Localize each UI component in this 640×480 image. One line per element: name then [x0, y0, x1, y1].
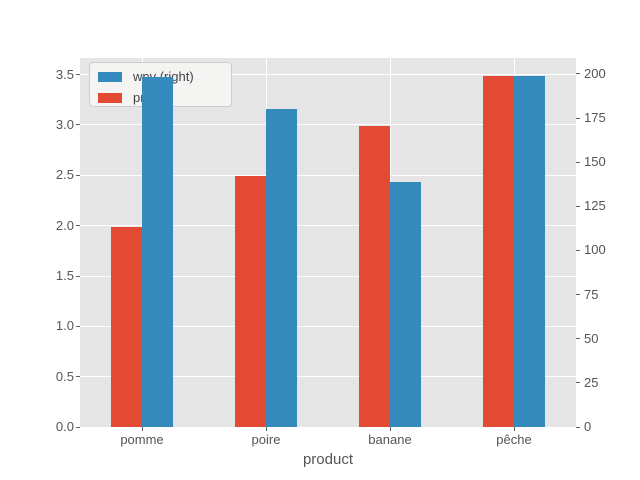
bars-layer	[80, 58, 576, 427]
left-tick-mark	[76, 376, 80, 378]
right-tick-mark	[576, 426, 580, 428]
right-tick-mark	[576, 338, 580, 340]
bar-wnv (right)-pomme	[142, 77, 173, 427]
right-tick-mark	[576, 161, 580, 163]
left-tick-label: 3.0	[55, 116, 74, 132]
left-tick-label: 0.5	[55, 368, 74, 384]
bar-prix-pomme	[111, 226, 142, 427]
left-tick-label: 0.0	[55, 419, 74, 434]
bar-prix-pêche	[483, 75, 514, 427]
x-tick-label: poire	[251, 432, 281, 447]
right-tick-mark	[576, 205, 580, 207]
left-tick-mark	[76, 74, 80, 76]
right-tick-label: 200	[584, 65, 606, 81]
right-tick-label: 150	[584, 154, 606, 170]
legend-swatch-red	[98, 92, 122, 103]
bottom-tick-mark	[141, 427, 143, 431]
x-tick-label: banane	[368, 432, 412, 447]
x-tick-label: pêche	[496, 432, 532, 447]
left-tick-mark	[76, 174, 80, 176]
right-tick-mark	[576, 294, 580, 296]
right-tick-label: 0	[584, 419, 592, 434]
bar-prix-poire	[235, 176, 266, 427]
gridline-horizontal	[80, 225, 576, 227]
right-tick-mark	[576, 117, 580, 119]
left-tick-mark	[76, 124, 80, 126]
left-tick-mark	[76, 275, 80, 277]
bottom-tick-mark	[389, 427, 391, 431]
gridline-horizontal	[80, 124, 576, 126]
gridline-horizontal	[80, 426, 576, 428]
right-tick-mark	[576, 382, 580, 384]
gridline-horizontal	[80, 275, 576, 277]
legend-swatch-blue	[98, 71, 122, 82]
right-tick-label: 50	[584, 330, 599, 346]
gridline-horizontal	[80, 74, 576, 76]
bar-wnv (right)-banane	[390, 181, 421, 427]
bar-prix-banane	[359, 125, 390, 427]
gridline-horizontal	[80, 174, 576, 176]
left-tick-label: 1.5	[55, 268, 74, 283]
right-tick-label: 25	[584, 374, 599, 390]
bar-wnv (right)-poire	[266, 109, 297, 427]
gridline-horizontal	[80, 376, 576, 378]
gridline-horizontal	[80, 325, 576, 327]
right-tick-label: 75	[584, 286, 599, 302]
left-tick-label: 1.0	[55, 318, 74, 334]
left-tick-mark	[76, 426, 80, 428]
bottom-tick-mark	[265, 427, 267, 431]
x-axis-title: product	[302, 451, 354, 468]
right-tick-label: 175	[584, 110, 606, 125]
left-tick-label: 2.0	[55, 217, 74, 233]
right-tick-mark	[576, 73, 580, 75]
left-tick-mark	[76, 225, 80, 227]
right-tick-label: 100	[584, 242, 606, 258]
left-tick-mark	[76, 325, 80, 327]
bar-wnv (right)-pêche	[514, 75, 545, 427]
right-tick-label: 125	[584, 198, 606, 214]
x-tick-label: pomme	[120, 432, 164, 447]
left-tick-label: 2.5	[55, 167, 74, 183]
right-tick-mark	[576, 249, 580, 251]
left-tick-label: 3.5	[55, 66, 74, 82]
bottom-tick-mark	[513, 427, 515, 431]
